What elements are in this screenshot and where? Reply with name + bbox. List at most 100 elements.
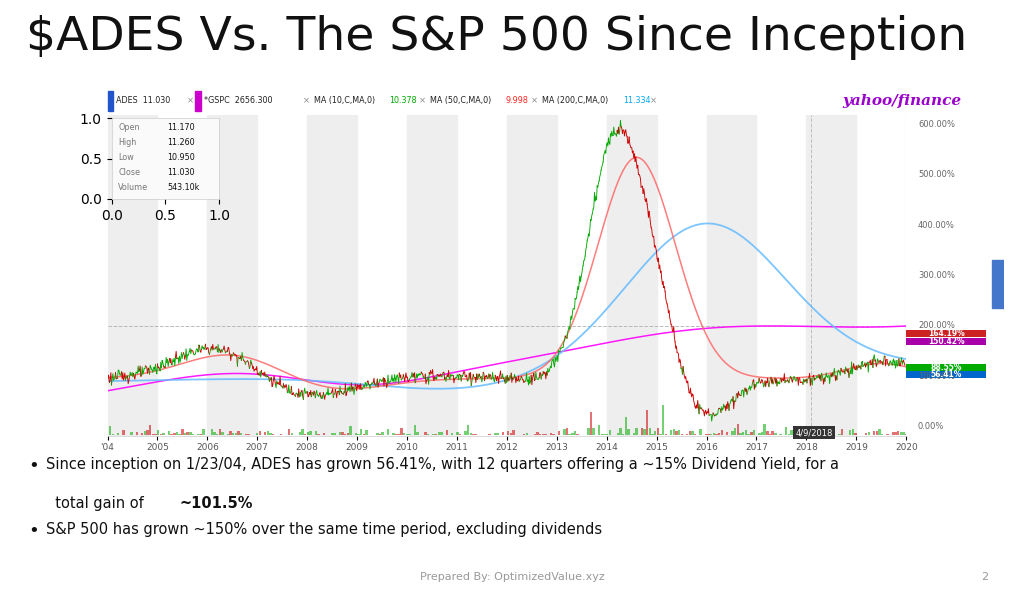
Bar — [435, 434, 437, 435]
Bar — [739, 433, 741, 435]
Bar — [779, 434, 782, 435]
Bar — [331, 433, 333, 435]
Bar — [445, 430, 447, 435]
Bar — [168, 431, 170, 435]
Bar — [451, 433, 454, 435]
Bar — [317, 434, 319, 435]
Bar — [774, 433, 776, 435]
Text: 0.00%: 0.00% — [918, 422, 944, 431]
Bar — [681, 433, 683, 435]
Bar — [539, 433, 542, 435]
Bar — [628, 429, 630, 435]
Text: 400.00%: 400.00% — [918, 221, 954, 230]
Bar — [512, 429, 515, 435]
Bar — [397, 433, 400, 435]
Bar — [176, 432, 178, 435]
Bar — [218, 429, 221, 435]
Bar — [590, 413, 592, 435]
Bar — [141, 433, 143, 435]
Bar — [622, 434, 625, 435]
Text: Low: Low — [118, 153, 134, 162]
Bar — [598, 425, 600, 435]
Bar — [673, 429, 675, 435]
FancyBboxPatch shape — [906, 371, 986, 378]
Bar — [400, 428, 402, 435]
Bar — [881, 434, 884, 435]
Text: 9.998: 9.998 — [506, 96, 528, 106]
Bar — [568, 434, 570, 435]
Bar — [160, 434, 162, 435]
Bar — [366, 430, 368, 435]
Bar — [440, 432, 442, 435]
Text: •: • — [29, 457, 39, 475]
Bar — [163, 433, 165, 435]
Bar — [635, 428, 638, 435]
Bar — [494, 433, 496, 435]
Bar — [309, 431, 311, 435]
Bar — [734, 429, 736, 435]
Bar — [651, 434, 653, 435]
Bar — [379, 433, 381, 435]
Bar — [157, 430, 160, 435]
Bar — [457, 432, 459, 435]
Text: Since inception on 1/23/04, ADES has grown 56.41%, with 12 quarters offering a ~: Since inception on 1/23/04, ADES has gro… — [46, 457, 839, 472]
Bar — [130, 432, 133, 435]
Text: 11.170: 11.170 — [168, 124, 196, 133]
Bar — [876, 431, 878, 435]
Bar — [395, 433, 397, 435]
Bar — [362, 434, 366, 435]
Bar — [307, 115, 357, 436]
Bar — [654, 431, 656, 435]
Bar — [648, 427, 651, 435]
Bar — [109, 426, 112, 435]
Bar — [459, 434, 462, 435]
Bar — [534, 434, 537, 435]
Bar — [266, 431, 269, 435]
Bar — [721, 430, 723, 435]
Bar — [304, 434, 306, 435]
Text: Volume: Volume — [118, 183, 148, 192]
Bar — [196, 91, 201, 111]
Bar — [299, 432, 301, 435]
Bar — [347, 433, 349, 435]
Bar — [507, 115, 557, 436]
Bar — [841, 429, 844, 435]
Bar — [414, 426, 416, 435]
Bar — [409, 434, 411, 435]
Bar — [178, 434, 181, 435]
Bar — [170, 434, 173, 435]
Bar — [753, 430, 755, 435]
Text: ~101.5%: ~101.5% — [179, 496, 253, 510]
Text: 10.378: 10.378 — [389, 96, 417, 106]
Bar — [470, 433, 472, 435]
Bar — [699, 429, 701, 435]
FancyBboxPatch shape — [906, 338, 986, 346]
Bar — [472, 434, 475, 435]
Bar — [475, 433, 477, 435]
Bar — [736, 424, 739, 435]
Bar — [552, 433, 555, 435]
Bar — [437, 432, 440, 435]
Bar — [892, 432, 894, 435]
Bar — [787, 434, 790, 435]
Text: Open: Open — [118, 124, 139, 133]
Bar — [424, 432, 427, 435]
Bar — [402, 433, 406, 435]
Bar — [707, 115, 757, 436]
Bar — [900, 432, 902, 435]
Bar — [334, 433, 336, 435]
Text: 200.00%: 200.00% — [918, 321, 954, 330]
Bar — [189, 432, 191, 435]
Text: 500.00%: 500.00% — [918, 171, 954, 180]
Bar — [152, 433, 155, 435]
Text: S&P 500 has grown ~150% over the same time period, excluding dividends: S&P 500 has grown ~150% over the same ti… — [46, 522, 602, 537]
Bar — [731, 430, 734, 435]
Bar — [771, 431, 774, 435]
Bar — [146, 430, 148, 435]
Bar — [894, 432, 897, 435]
Bar — [344, 434, 346, 435]
Bar — [761, 432, 763, 435]
Bar — [814, 428, 816, 435]
Bar — [198, 434, 200, 435]
Bar — [742, 432, 744, 435]
